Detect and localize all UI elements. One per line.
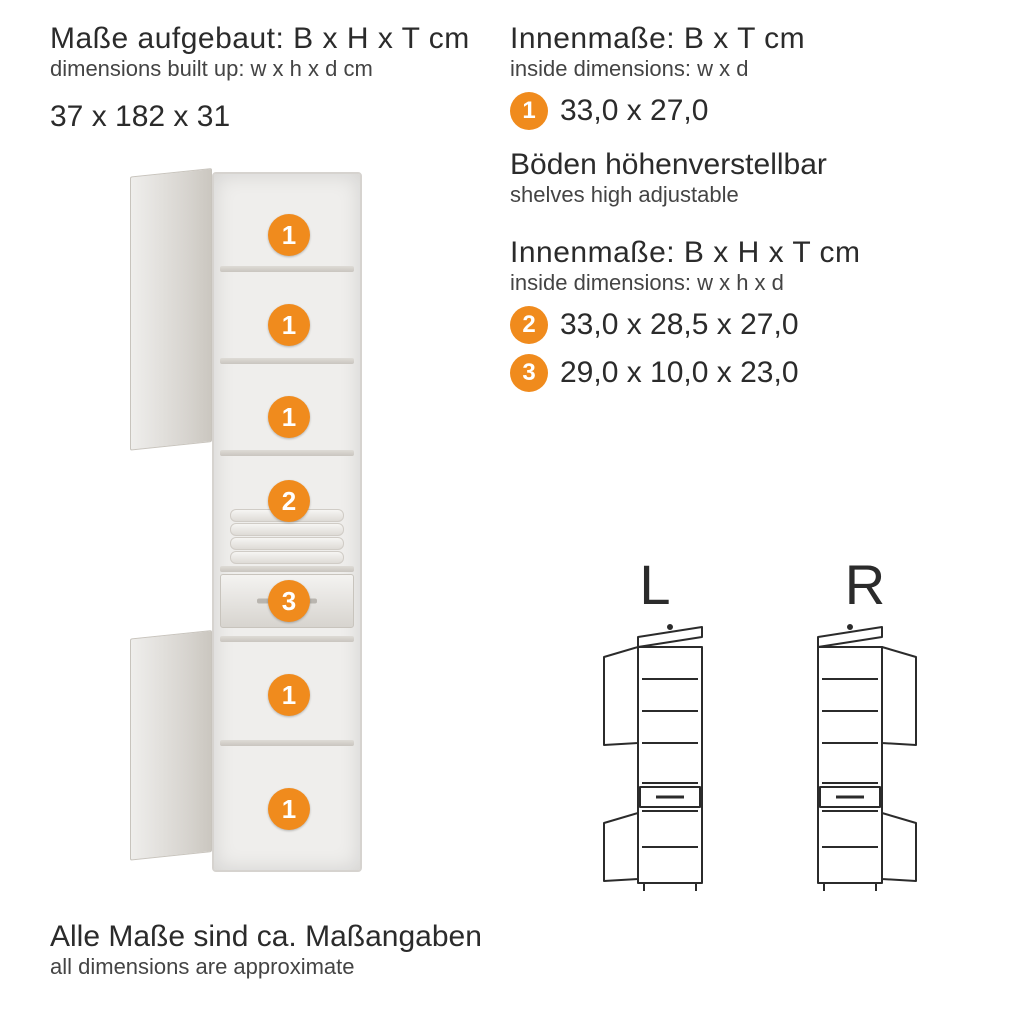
badge-2-icon: 2 [510,306,548,344]
dim-row-2: 2 33,0 x 28,5 x 27,0 [510,306,980,344]
shelf [220,636,354,642]
footer-de: Alle Maße sind ca. Maßangaben [50,920,482,954]
shelf [220,358,354,364]
outer-dim-heading-en: dimensions built up: w x h x d cm [50,56,480,82]
footer-en: all dimensions are approximate [50,954,482,980]
badge-1-icon: 1 [510,92,548,130]
shelf [220,566,354,572]
shelf [220,450,354,456]
inner-dim2-heading-de: Innenmaße: B x H x T cm [510,236,980,270]
shelf [220,740,354,746]
dim-value-2: 33,0 x 28,5 x 27,0 [560,308,799,342]
variant-left: L [580,552,730,893]
dim-row-1: 1 33,0 x 27,0 [510,92,980,130]
right-column: Innenmaße: B x T cm inside dimensions: w… [510,22,980,402]
dim-value-3: 29,0 x 10,0 x 23,0 [560,356,799,390]
shelves-adjustable-en: shelves high adjustable [510,182,980,208]
dim-value-1: 33,0 x 27,0 [560,94,708,128]
open-door-lower [130,630,212,861]
compartment-badge: 1 [268,396,310,438]
hinge-variant-diagram: L [560,552,960,912]
cabinet-body: 1 1 1 2 3 1 1 [212,172,362,872]
outer-dim-heading-de: Maße aufgebaut: B x H x T cm [50,22,480,56]
outer-dim-value: 37 x 182 x 31 [50,100,480,134]
compartment-badge: 3 [268,580,310,622]
shelves-adjustable-de: Böden höhenverstellbar [510,148,980,182]
dim-row-3: 3 29,0 x 10,0 x 23,0 [510,354,980,392]
left-column: Maße aufgebaut: B x H x T cm dimensions … [50,22,480,134]
badge-3-icon: 3 [510,354,548,392]
inner-dim2-heading-en: inside dimensions: w x h x d [510,270,980,296]
compartment-badge: 2 [268,480,310,522]
compartment-badge: 1 [268,674,310,716]
inner-dim1-heading-en: inside dimensions: w x d [510,56,980,82]
variant-right: R [790,552,940,893]
compartment-badge: 1 [268,304,310,346]
variant-right-label: R [790,552,940,617]
footer-note: Alle Maße sind ca. Maßangaben all dimens… [50,920,482,980]
shelf [220,266,354,272]
variant-left-label: L [580,552,730,617]
compartment-badge: 1 [268,788,310,830]
cabinet-diagram: 1 1 1 2 3 1 1 [92,160,392,880]
compartment-badge: 1 [268,214,310,256]
open-door-upper [130,168,212,451]
mini-cabinet-right-icon [800,623,930,893]
inner-dim1-heading-de: Innenmaße: B x T cm [510,22,980,56]
mini-cabinet-left-icon [590,623,720,893]
